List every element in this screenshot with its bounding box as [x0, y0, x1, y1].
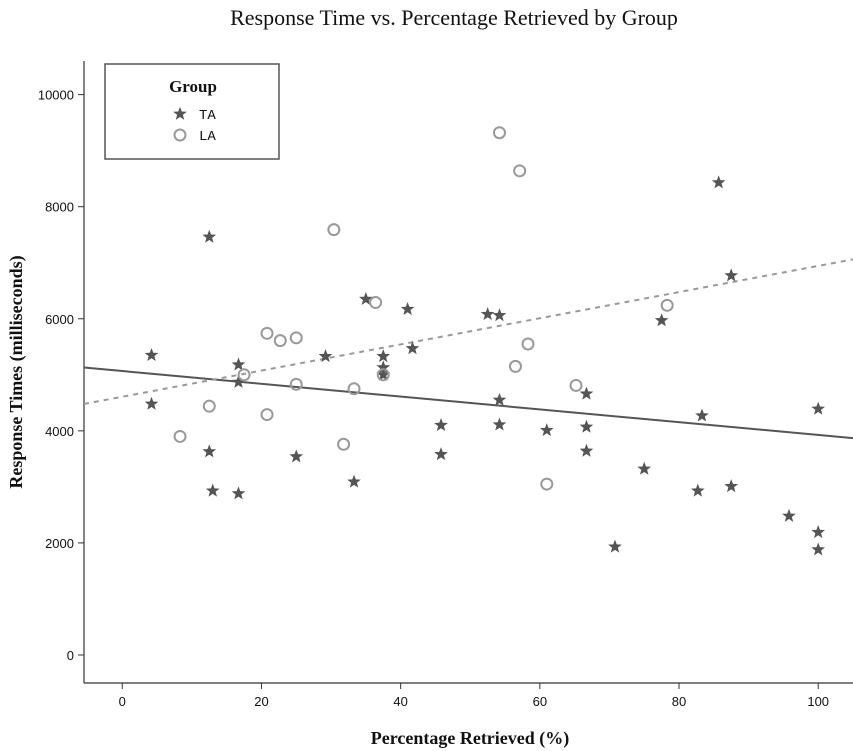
legend: Group TA LA	[104, 63, 280, 160]
legend-label-la: LA	[199, 129, 216, 145]
fit-lines	[83, 258, 853, 440]
legend-marker-la	[173, 128, 187, 142]
point-ta	[347, 474, 361, 488]
point-ta	[480, 307, 495, 321]
point-la	[513, 164, 527, 178]
x-tick-label: 100	[807, 694, 829, 709]
point-la	[173, 429, 187, 443]
point-ta	[811, 525, 826, 539]
plot-area	[83, 61, 853, 684]
point-la	[260, 408, 274, 422]
x-tick-label: 60	[533, 694, 547, 709]
point-ta	[434, 418, 448, 432]
x-tick-label: 20	[254, 694, 268, 709]
point-la	[237, 368, 251, 382]
point-ta	[492, 392, 507, 406]
y-tick-label: 0	[67, 648, 74, 663]
point-ta	[492, 417, 507, 431]
fit-line-ta	[83, 366, 853, 440]
point-ta	[608, 539, 622, 553]
legend-title: Group	[169, 77, 217, 96]
point-ta	[695, 408, 709, 422]
point-ta	[539, 423, 554, 437]
point-la	[289, 331, 303, 345]
point-la	[569, 378, 583, 392]
fit-line-la	[83, 258, 853, 405]
point-ta	[376, 360, 391, 374]
point-ta	[579, 386, 594, 400]
point-ta	[724, 268, 739, 282]
point-ta	[579, 443, 594, 457]
y-axis-title: Response Times (milliseconds)	[6, 255, 27, 488]
y-tick-label: 10000	[38, 88, 74, 103]
point-ta	[376, 349, 391, 363]
point-ta	[231, 357, 246, 371]
point-ta	[690, 483, 705, 497]
point-ta	[782, 508, 796, 522]
point-ta	[579, 419, 594, 433]
point-ta	[359, 291, 373, 305]
point-ta	[434, 447, 448, 461]
point-la	[260, 326, 274, 340]
point-ta	[144, 396, 159, 410]
point-la	[369, 296, 383, 310]
legend-box	[104, 63, 280, 160]
point-ta	[724, 479, 739, 493]
point-ta	[400, 302, 415, 316]
point-ta	[231, 486, 246, 500]
point-la	[202, 399, 216, 413]
x-tick-label: 80	[672, 694, 686, 709]
point-ta	[289, 449, 304, 463]
point-ta	[202, 229, 217, 243]
point-la	[521, 337, 535, 351]
point-ta	[405, 341, 420, 355]
point-ta	[811, 542, 826, 556]
x-tick-label: 40	[393, 694, 407, 709]
point-ta	[205, 483, 220, 497]
point-la	[347, 382, 361, 396]
point-ta	[202, 444, 217, 458]
point-ta	[376, 367, 391, 381]
y-tick-label: 8000	[45, 200, 74, 215]
y-tick-label: 6000	[45, 312, 74, 327]
point-ta	[492, 308, 507, 322]
point-ta	[231, 374, 246, 388]
point-la	[289, 377, 303, 391]
y-tick-label: 2000	[45, 536, 74, 551]
chart-title: Response Time vs. Percentage Retrieved b…	[230, 5, 678, 30]
point-la	[540, 477, 554, 491]
point-la	[273, 334, 287, 348]
point-ta	[654, 313, 669, 327]
legend-label-ta: TA	[199, 108, 216, 124]
point-la	[327, 223, 341, 237]
point-la	[660, 298, 674, 312]
data-points	[144, 126, 826, 556]
point-la	[508, 359, 522, 373]
point-la	[492, 126, 506, 140]
point-ta	[318, 349, 333, 363]
point-la	[337, 437, 351, 451]
point-la	[376, 368, 390, 382]
point-ta	[144, 347, 159, 362]
point-ta	[637, 461, 652, 475]
point-ta	[711, 175, 726, 189]
y-tick-label: 4000	[45, 424, 74, 439]
point-ta	[811, 401, 826, 415]
x-tick-label: 0	[119, 694, 126, 709]
legend-marker-ta	[173, 106, 187, 120]
x-axis-title: Percentage Retrieved (%)	[371, 728, 570, 749]
axis-ticks: 0 20 40 60 80 100 0 2000 4000 6000 8000 10000	[38, 88, 829, 709]
